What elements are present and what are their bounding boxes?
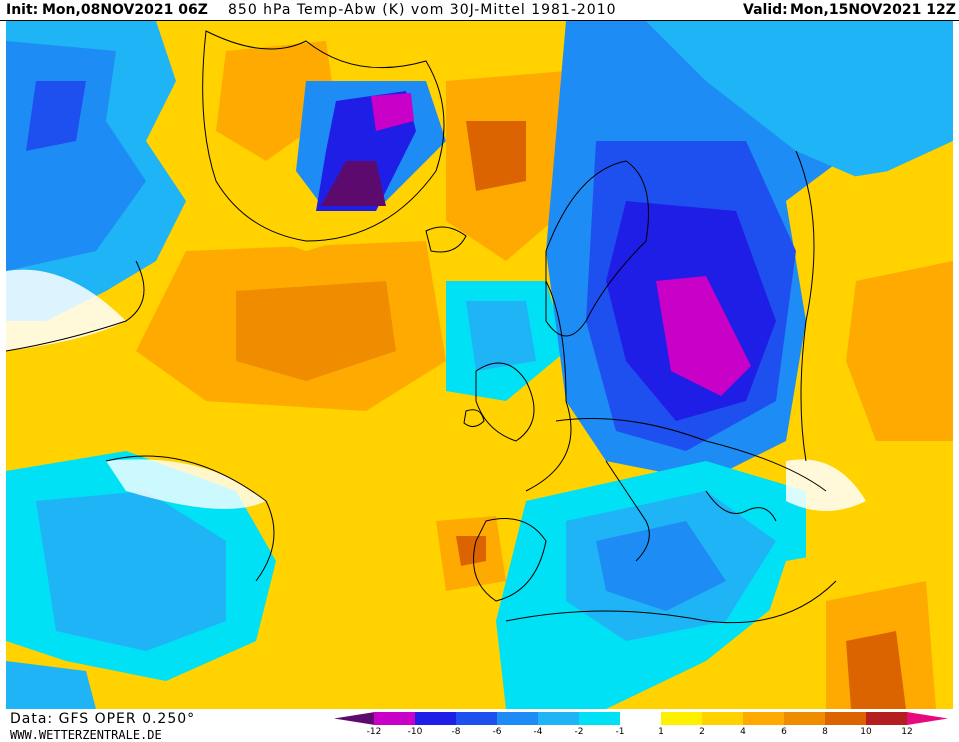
- legend-tick: -1: [615, 727, 625, 737]
- region-russia-warm-core: [846, 261, 953, 441]
- legend-tick: -12: [366, 727, 382, 737]
- legend-tick: 6: [781, 727, 787, 737]
- legend-swatch--4_-2: [538, 712, 580, 725]
- legend-tick: 2: [699, 727, 705, 737]
- legend-swatch-2_4: [702, 712, 744, 725]
- legend-tick: -2: [574, 727, 584, 737]
- legend-tick: -6: [492, 727, 502, 737]
- legend-swatch-1_2: [661, 712, 703, 725]
- legend-tick: 4: [740, 727, 746, 737]
- legend-tick: 1: [658, 727, 664, 737]
- region-atlantic-warm-core: [236, 281, 396, 381]
- region-mediterranean-deep: [596, 521, 726, 611]
- legend-swatch--6_-4: [497, 712, 539, 725]
- region-europe-cold-extreme: [656, 276, 751, 396]
- legend-tick: -8: [451, 727, 461, 737]
- region-greenland-cold-magenta: [371, 93, 414, 131]
- coastlines: [202, 30, 837, 624]
- legend-swatch-10_12: [866, 712, 908, 725]
- legend-tick: 8: [822, 727, 828, 737]
- region-sw-atlantic-core: [36, 491, 226, 651]
- valid-time: Mon,15NOV2021 12Z: [790, 2, 956, 18]
- region-norwegian-sea-warm-core: [466, 121, 526, 191]
- anomaly-map-canvas: [6, 21, 953, 709]
- map-header: Init: Mon,08NOV2021 06Z 850 hPa Temp-Abw…: [0, 0, 959, 21]
- legend-tick: -4: [533, 727, 543, 737]
- anomaly-map: [6, 21, 953, 709]
- region-south-blue: [6, 661, 96, 709]
- legend-swatch-lt-12: [334, 712, 375, 725]
- legend-tick: 10: [860, 727, 872, 737]
- legend-swatch--1_1: [620, 712, 661, 725]
- region-southeast-warm-core: [846, 631, 906, 709]
- legend-swatch-8_10: [825, 712, 867, 725]
- legend-swatch-4_6: [743, 712, 785, 725]
- legend-swatch--12_-10: [374, 712, 416, 725]
- zero-contours: [6, 150, 815, 582]
- region-arctic-negative: [646, 21, 953, 181]
- region-iberia-warm-core: [456, 536, 486, 566]
- data-source-label: Data: GFS OPER 0.250°: [10, 711, 196, 727]
- region-near-zero-atlantic: [106, 459, 266, 509]
- legend-swatch-6_8: [784, 712, 826, 725]
- legend-swatch--10_-8: [415, 712, 457, 725]
- legend-swatch--2_-1: [579, 712, 621, 725]
- region-near-zero-east: [786, 459, 866, 511]
- valid-label: Valid:: [743, 2, 788, 18]
- region-greenland-cold-extreme: [321, 161, 386, 206]
- legend-swatch--8_-6: [456, 712, 498, 725]
- site-credit: WWW.WETTERZENTRALE.DE: [10, 728, 162, 742]
- legend-tick: 12: [901, 727, 913, 737]
- legend-swatch-gt-12: [907, 712, 948, 725]
- region-north-sea-core: [466, 301, 536, 371]
- init-label: Init:: [6, 2, 39, 18]
- map-title: 850 hPa Temp-Abw (K) vom 30J-Mittel 1981…: [228, 2, 617, 18]
- region-west-atlantic-deep: [26, 81, 86, 151]
- init-time: Mon,08NOV2021 06Z: [42, 2, 208, 18]
- color-legend: -12 -10 -8 -6 -4 -2 -1 1 2 4 6 8 10 12: [334, 712, 954, 739]
- legend-tick: -10: [407, 727, 423, 737]
